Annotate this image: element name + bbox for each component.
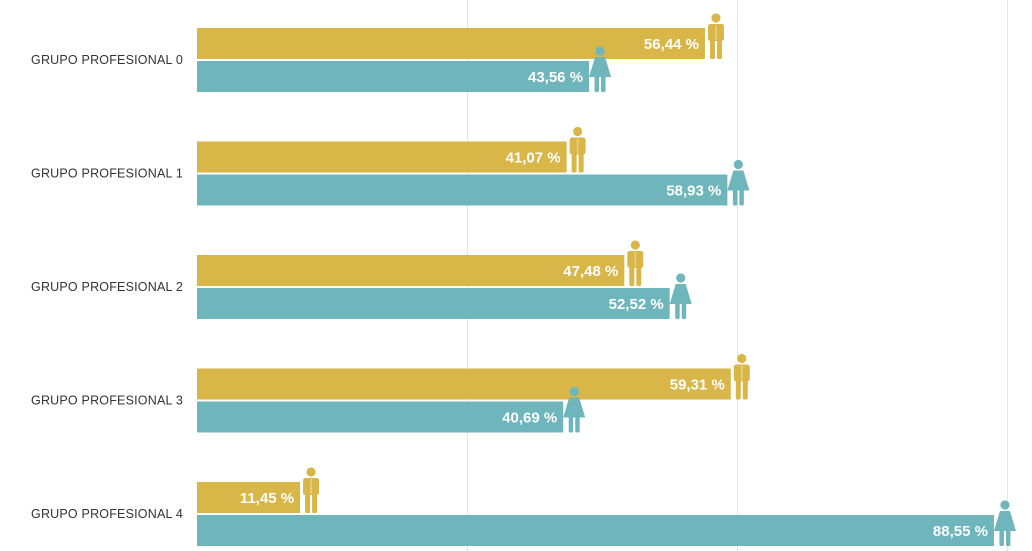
male-icon xyxy=(707,13,724,59)
female-icon xyxy=(727,159,750,206)
value-label: 52,52 % xyxy=(609,296,664,313)
value-label: 47,48 % xyxy=(563,263,618,280)
male-icon xyxy=(303,467,320,513)
category-label: GRUPO PROFESIONAL 1 xyxy=(31,167,183,181)
category-label: GRUPO PROFESIONAL 3 xyxy=(31,394,183,408)
male-icon xyxy=(733,353,750,400)
female-bar xyxy=(197,61,590,92)
value-label: 56,44 % xyxy=(644,36,699,53)
value-label: 43,56 % xyxy=(528,69,583,86)
male-bar xyxy=(197,255,625,286)
value-label: 41,07 % xyxy=(506,150,561,167)
female-icon xyxy=(993,500,1016,546)
female-bar xyxy=(197,288,670,319)
value-label: 40,69 % xyxy=(502,410,557,427)
male-icon xyxy=(627,240,644,286)
female-bar xyxy=(197,515,994,546)
female-bar xyxy=(197,174,728,206)
value-label: 58,93 % xyxy=(666,183,721,200)
male-bar xyxy=(197,141,567,173)
female-icon xyxy=(589,46,612,92)
male-bar xyxy=(197,28,705,59)
value-label: 59,31 % xyxy=(670,377,725,394)
male-bar xyxy=(197,482,301,513)
value-labels: 56,44 % 43,56 % 41,07 % 58,93 % 47,48 % 52,52… xyxy=(240,36,988,540)
male-icon xyxy=(569,126,586,173)
category-labels: GRUPO PROFESIONAL 0 GRUPO PROFESIONAL 1 GR… xyxy=(31,53,183,521)
gender-icons xyxy=(303,13,1016,546)
value-label: 88,55 % xyxy=(933,523,988,540)
male-bar xyxy=(197,368,731,400)
bars xyxy=(197,28,994,546)
category-label: GRUPO PROFESIONAL 0 xyxy=(31,53,183,67)
category-label: GRUPO PROFESIONAL 4 xyxy=(31,507,183,521)
category-label: GRUPO PROFESIONAL 2 xyxy=(31,280,183,294)
female-bar xyxy=(197,401,564,433)
female-icon xyxy=(669,273,692,319)
value-label: 11,45 % xyxy=(240,490,294,507)
female-icon xyxy=(563,386,586,433)
